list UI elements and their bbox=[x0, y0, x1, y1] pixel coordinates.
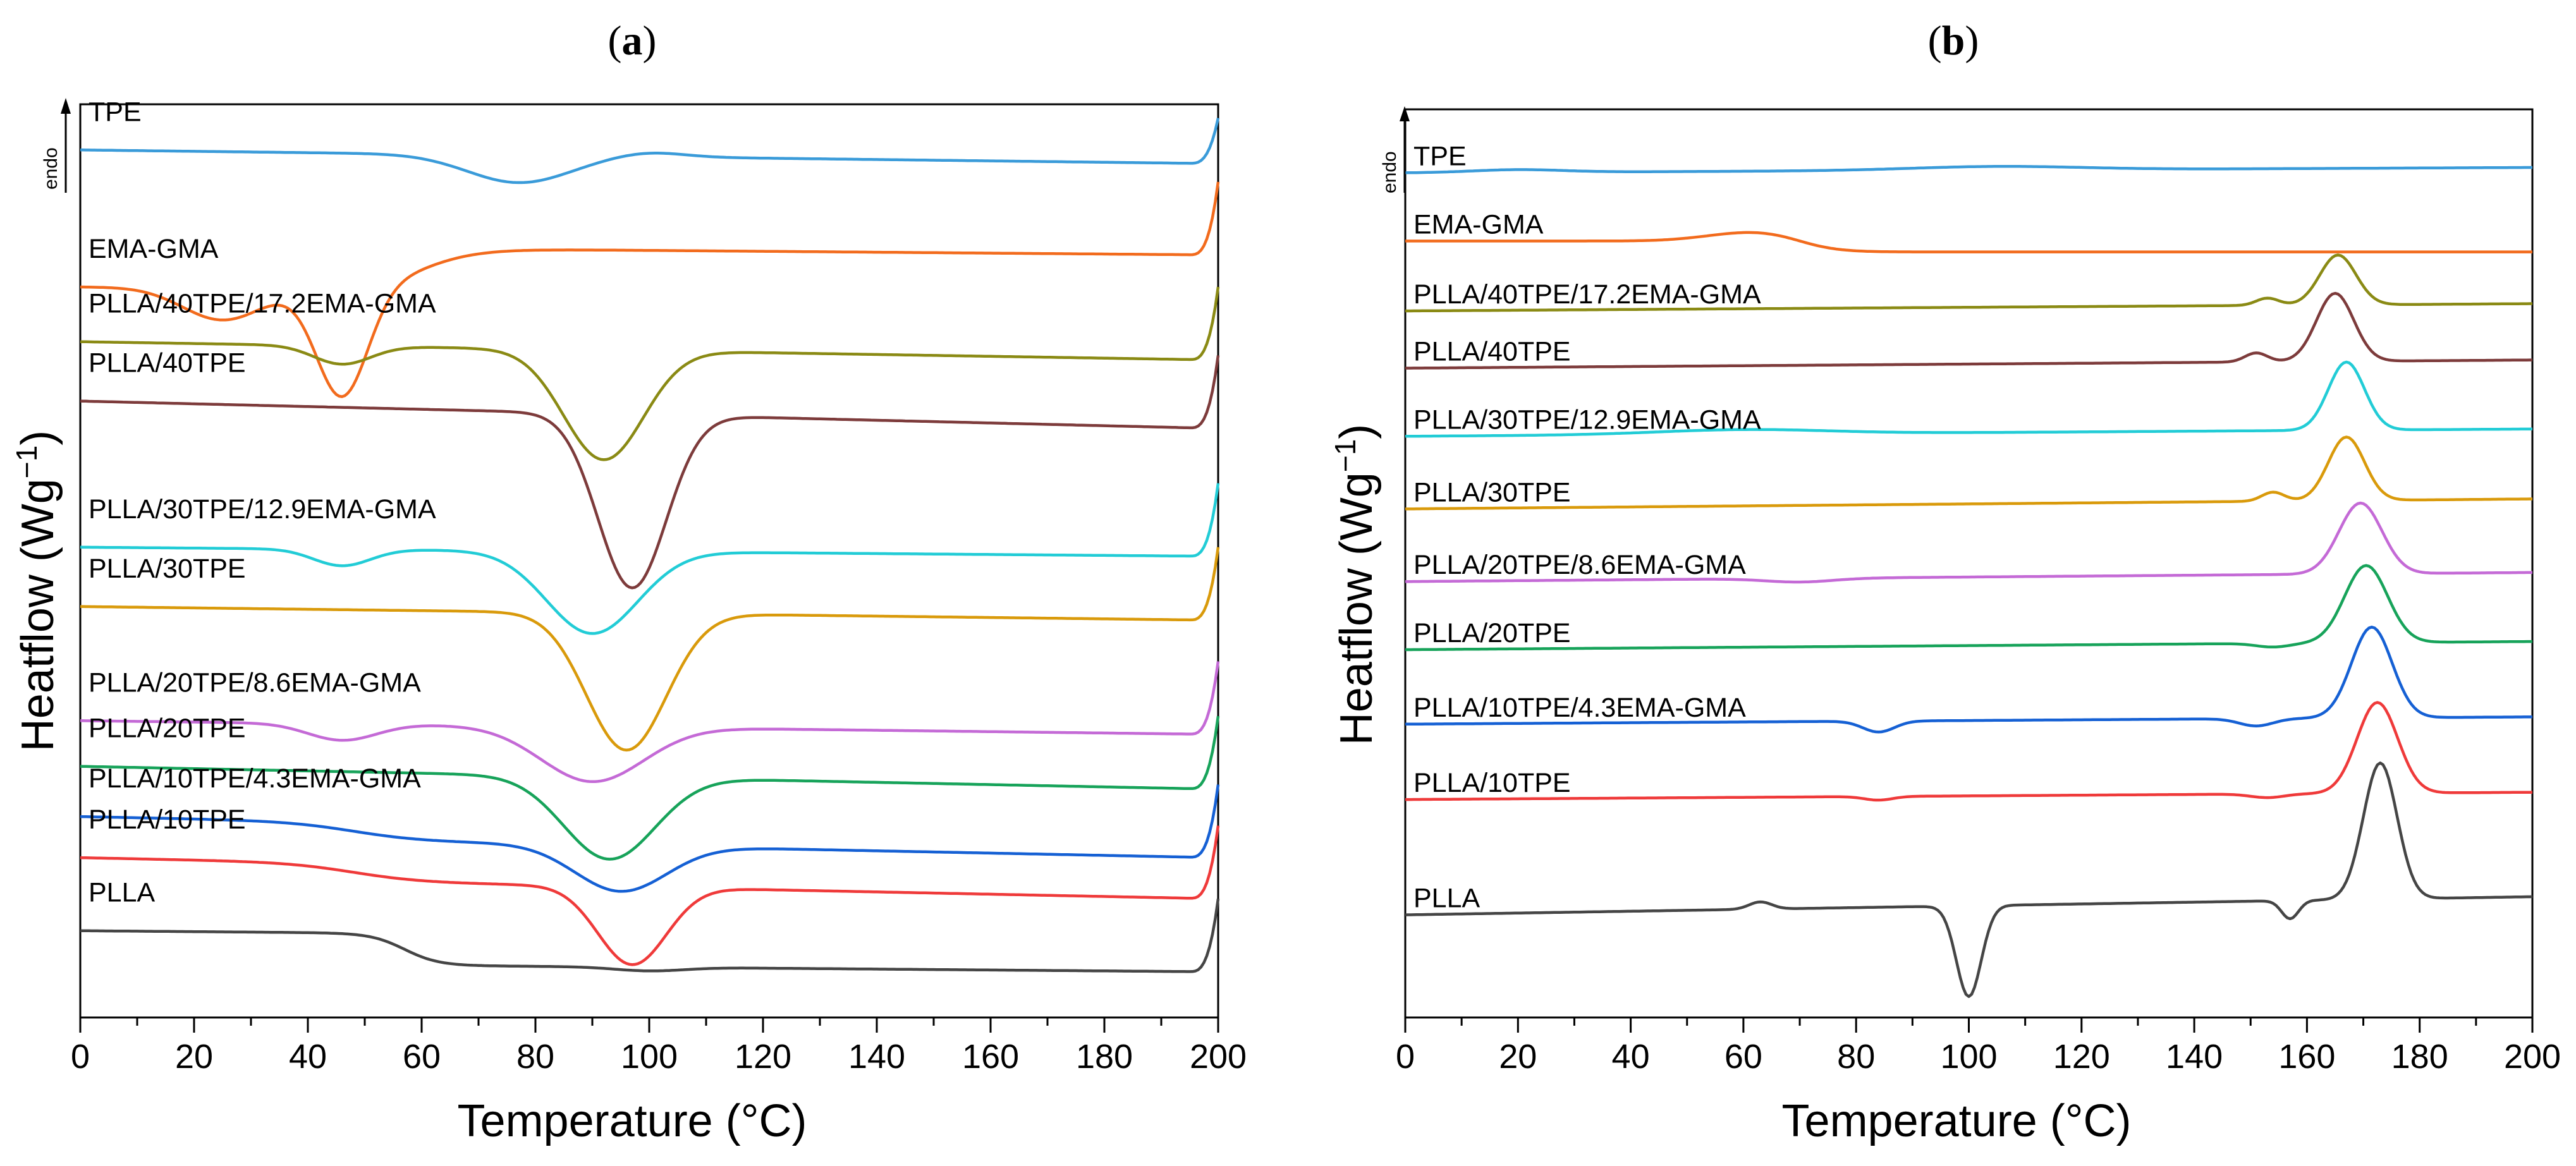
series-label: PLLA/30TPE/12.9EMA-GMA bbox=[1413, 404, 1761, 435]
series-line bbox=[80, 898, 1220, 973]
series-label: PLLA bbox=[1413, 884, 1480, 914]
series-line bbox=[80, 661, 1220, 784]
panel-b-endo-indicator: endo bbox=[1379, 106, 1410, 193]
series-line bbox=[1405, 165, 2532, 174]
series-line bbox=[1405, 626, 2532, 734]
panel-a-endo-label: endo bbox=[40, 147, 61, 190]
series-label: PLLA/40TPE bbox=[1413, 337, 1571, 367]
series-label: PLLA/30TPE/12.9EMA-GMA bbox=[89, 494, 436, 525]
series-label: PLLA/20TPE bbox=[89, 714, 246, 744]
x-tick-label: 0 bbox=[71, 1038, 90, 1076]
x-tick-label: 20 bbox=[175, 1038, 213, 1076]
x-tick-label: 40 bbox=[289, 1038, 327, 1076]
x-tick-label: 60 bbox=[403, 1038, 441, 1076]
series-line bbox=[1405, 231, 2532, 253]
series-line bbox=[1405, 761, 2533, 999]
series-line bbox=[80, 483, 1220, 635]
x-tick-label: 100 bbox=[1940, 1038, 1997, 1076]
series-line bbox=[1405, 360, 2533, 438]
x-tick-label: 120 bbox=[2053, 1038, 2110, 1076]
panel-a-series bbox=[80, 118, 1220, 973]
series-line bbox=[1405, 253, 2532, 313]
series-label: PLLA/10TPE bbox=[1413, 768, 1571, 798]
series-line bbox=[80, 181, 1220, 398]
panel-a: (a) TPE EMA-GMA PLLA/40TPE/17.2EMA-GMA PLLA… bbox=[10, 18, 1247, 1146]
x-tick-label: 0 bbox=[1396, 1038, 1415, 1076]
x-tick-label: 100 bbox=[621, 1038, 678, 1076]
series-label: PLLA/10TPE/4.3EMA-GMA bbox=[1413, 693, 1746, 723]
series-label: PLLA/10TPE bbox=[89, 805, 246, 835]
panel-b-x-axis: 0 20 40 60 80 100 120 140 160 180 200 bbox=[1396, 1017, 2561, 1076]
series-label: TPE bbox=[89, 97, 142, 127]
series-line bbox=[1405, 435, 2532, 511]
x-tick-label: 20 bbox=[1499, 1038, 1537, 1076]
x-tick-label: 160 bbox=[2278, 1038, 2335, 1076]
series-label: PLLA/10TPE/4.3EMA-GMA bbox=[89, 763, 421, 794]
series-line bbox=[1405, 564, 2532, 652]
x-tick-label: 200 bbox=[2504, 1038, 2561, 1076]
series-label: EMA-GMA bbox=[1413, 209, 1544, 240]
series-line bbox=[1405, 291, 2532, 370]
x-tick-label: 120 bbox=[735, 1038, 791, 1076]
panel-b-series bbox=[1405, 165, 2533, 999]
panel-b-endo-label: endo bbox=[1379, 151, 1400, 193]
series-label: PLLA/40TPE/17.2EMA-GMA bbox=[89, 289, 436, 319]
x-tick-label: 80 bbox=[1837, 1038, 1875, 1076]
panel-b-label: (b) bbox=[1928, 18, 1979, 64]
x-tick-label: 60 bbox=[1724, 1038, 1762, 1076]
x-tick-label: 180 bbox=[2391, 1038, 2448, 1076]
plot-frame bbox=[79, 103, 1219, 1019]
series-line bbox=[1405, 501, 2532, 584]
series-line bbox=[80, 825, 1220, 966]
x-tick-label: 140 bbox=[848, 1038, 905, 1076]
panel-b-y-axis-title: Heatflow (Wg−1) bbox=[1329, 424, 1382, 746]
series-line bbox=[1405, 701, 2533, 802]
panel-a-series-labels: TPE EMA-GMA PLLA/40TPE/17.2EMA-GMA PLLA/40T… bbox=[89, 97, 436, 908]
series-label: EMA-GMA bbox=[89, 234, 219, 264]
series-label: PLLA/40TPE bbox=[89, 348, 246, 379]
series-label: PLLA/30TPE bbox=[1413, 477, 1571, 507]
series-label: PLLA/20TPE/8.6EMA-GMA bbox=[89, 667, 421, 698]
panel-a-endo-indicator: endo bbox=[40, 98, 71, 193]
series-line bbox=[80, 784, 1220, 893]
x-tick-label: 180 bbox=[1076, 1038, 1133, 1076]
panel-b-x-axis-title: Temperature (°C) bbox=[1782, 1096, 2132, 1146]
x-tick-label: 160 bbox=[962, 1038, 1019, 1076]
x-tick-label: 40 bbox=[1612, 1038, 1650, 1076]
series-label: PLLA/20TPE/8.6EMA-GMA bbox=[1413, 550, 1746, 580]
series-label: PLLA bbox=[89, 878, 156, 908]
series-line bbox=[80, 355, 1220, 590]
series-line bbox=[80, 286, 1220, 461]
x-tick-label: 80 bbox=[516, 1038, 554, 1076]
series-line bbox=[80, 547, 1220, 752]
panel-b: (b) TPE EMA-GMA PLLA/40TPE/17.2EMA-GMA PLLA… bbox=[1329, 18, 2561, 1146]
series-label: PLLA/20TPE bbox=[1413, 618, 1571, 648]
panel-a-x-axis-title: Temperature (°C) bbox=[458, 1096, 807, 1146]
x-tick-label: 140 bbox=[2166, 1038, 2223, 1076]
series-line bbox=[80, 118, 1220, 185]
series-line bbox=[80, 715, 1220, 861]
panel-b-series-labels: TPE EMA-GMA PLLA/40TPE/17.2EMA-GMA PLLA/40T… bbox=[1413, 142, 1761, 914]
panel-a-y-axis-title: Heatflow (Wg−1) bbox=[10, 430, 63, 752]
series-label: TPE bbox=[1413, 142, 1467, 172]
x-tick-label: 200 bbox=[1190, 1038, 1247, 1076]
series-label: PLLA/40TPE/17.2EMA-GMA bbox=[1413, 279, 1761, 310]
panel-a-plot-area bbox=[79, 103, 1219, 1019]
panel-a-x-axis: 0 20 40 60 80 100 120 140 160 180 200 bbox=[71, 1017, 1247, 1076]
endo-arrow-head-icon bbox=[61, 98, 71, 114]
series-label: PLLA/30TPE bbox=[89, 554, 246, 584]
panel-a-label: (a) bbox=[608, 18, 657, 64]
endo-arrow-head-icon bbox=[1400, 106, 1410, 121]
